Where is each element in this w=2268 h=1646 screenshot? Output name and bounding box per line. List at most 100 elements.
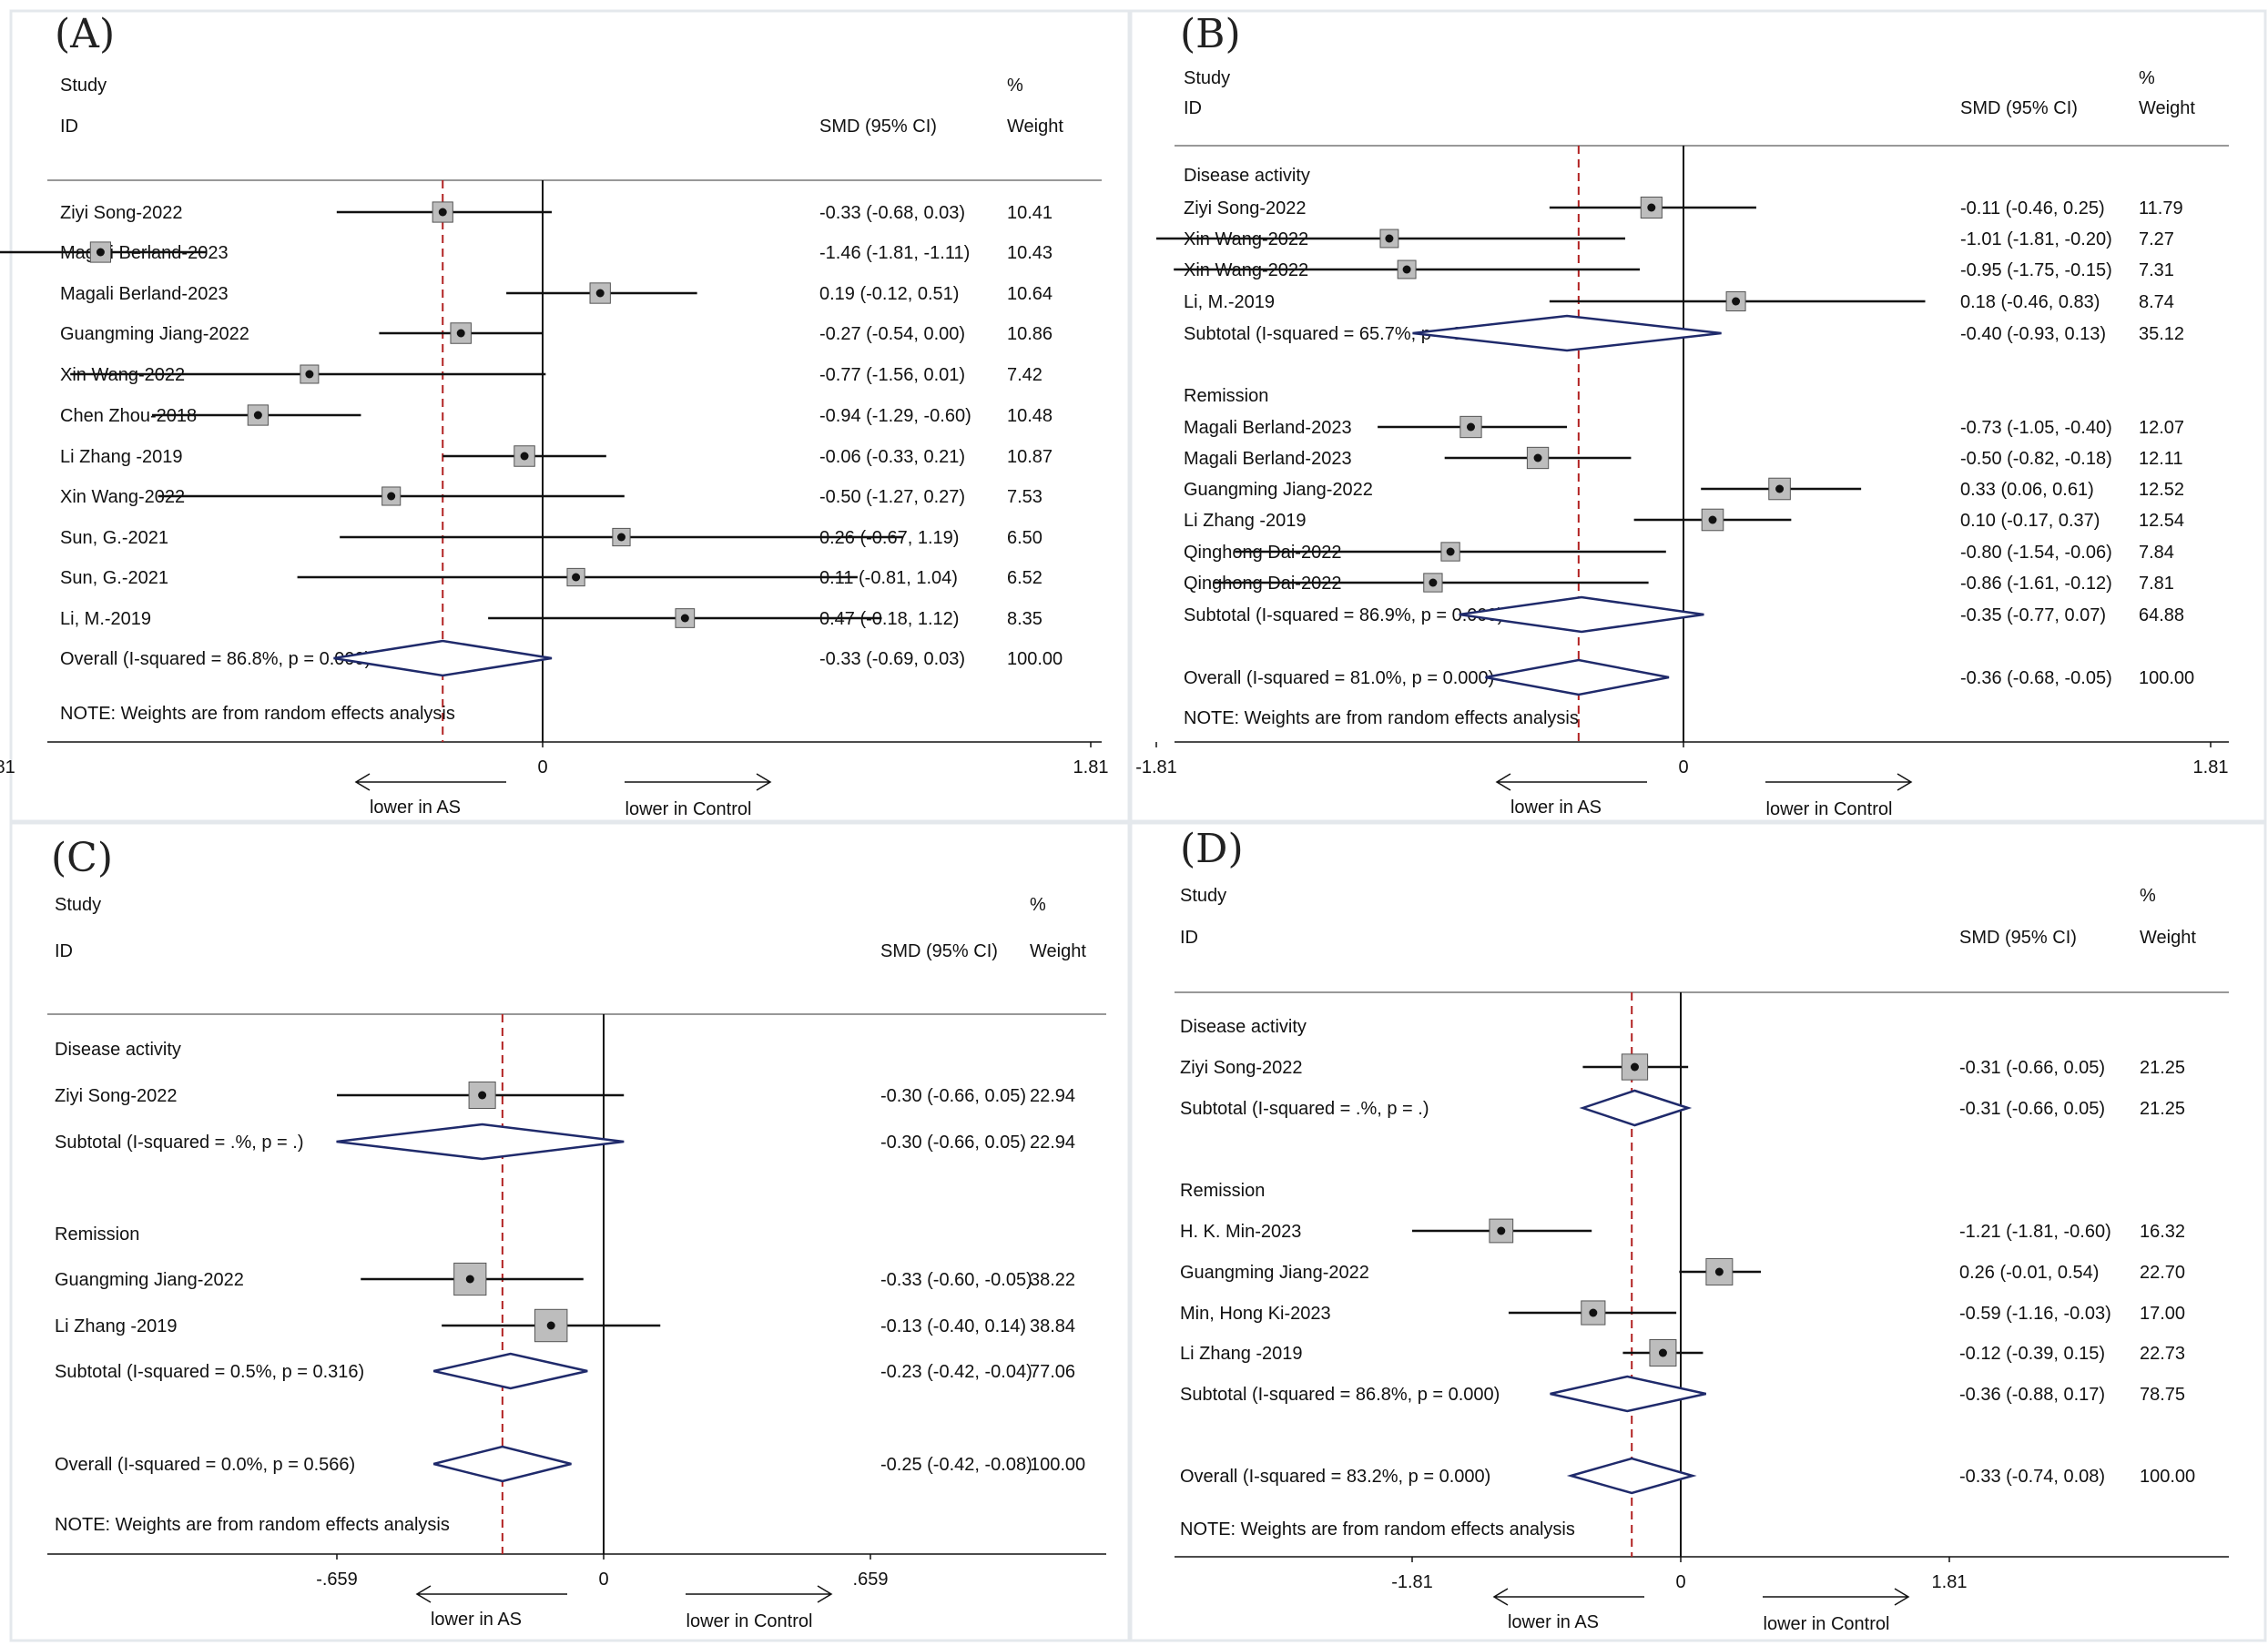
study-label: Li, M.-2019	[1184, 292, 1275, 312]
subtotal-diamond	[1412, 314, 1722, 352]
right-arrow	[1763, 1588, 1910, 1606]
left-arrow	[1495, 773, 1647, 791]
study-label: Chen Zhou-2018	[60, 406, 197, 426]
smd-ci-value: -1.21 (-1.81, -0.60)	[1959, 1222, 2111, 1242]
overall-diamond	[1566, 1457, 1697, 1495]
panel-label: (C)	[51, 835, 113, 881]
smd-ci-value: -0.50 (-0.82, -0.18)	[1960, 449, 2112, 469]
weight-value: 7.53	[1007, 487, 1042, 507]
right-direction-label: lower in Control	[1764, 1614, 1890, 1634]
smd-ci-value: -0.31 (-0.66, 0.05)	[1959, 1099, 2105, 1119]
point-estimate	[438, 208, 447, 217]
point-estimate	[616, 533, 625, 542]
subtotal-diamond	[1550, 1375, 1706, 1413]
smd-ci-value: 0.33 (0.06, 0.61)	[1960, 480, 2094, 500]
study-label: H. K. Min-2023	[1180, 1222, 1301, 1242]
header-id: ID	[1180, 928, 1198, 948]
overall-label: Overall (I-squared = 86.8%, p = 0.000)	[60, 649, 371, 669]
header-weight: Weight	[2140, 928, 2196, 948]
weight-value: 12.54	[2139, 511, 2184, 531]
point-estimate	[680, 614, 689, 623]
group-label: Remission	[1180, 1181, 1265, 1201]
weight-value: 10.86	[1007, 324, 1053, 344]
point-estimate	[546, 1321, 555, 1330]
weight-value: 100.00	[1007, 649, 1063, 669]
subtotal-label: Subtotal (I-squared = 86.9%, p = 0.000)	[1184, 605, 1503, 625]
left-direction-label: lower in AS	[1508, 1612, 1599, 1632]
study-label: Li Zhang -2019	[60, 447, 183, 467]
smd-ci-value: 0.26 (-0.01, 0.54)	[1959, 1263, 2099, 1283]
study-label: Ziyi Song-2022	[1184, 198, 1307, 218]
header-percent: %	[1007, 76, 1023, 96]
group-label: Disease activity	[1184, 166, 1310, 186]
weight-value: 16.32	[2140, 1222, 2185, 1242]
left-arrow	[415, 1585, 567, 1603]
point-estimate	[1658, 1348, 1667, 1357]
header-study: Study	[55, 895, 101, 915]
point-estimate	[520, 452, 529, 461]
left-arrow	[354, 773, 506, 791]
weight-value: 38.22	[1030, 1270, 1075, 1290]
panel-d: (D) Study ID% SMD (95% CI) Weight -1.81 0 1.81 l…	[1129, 821, 2267, 1642]
subtotal-label: Subtotal (I-squared = 65.7%, p = 0.033)	[1184, 324, 1503, 344]
smd-ci-value: -0.13 (-0.40, 0.14)	[880, 1316, 1026, 1336]
study-label: Magali Berland-2023	[1184, 449, 1352, 469]
smd-ci-value: -1.46 (-1.81, -1.11)	[819, 243, 970, 263]
point-estimate	[1446, 547, 1455, 556]
study-label: Ziyi Song-2022	[55, 1086, 178, 1106]
smd-ci-value: 0.19 (-0.12, 0.51)	[819, 284, 959, 304]
weight-value: 7.27	[2139, 229, 2174, 249]
point-estimate	[1589, 1308, 1598, 1317]
point-estimate	[1714, 1267, 1724, 1276]
panel-c: (C) Study ID% SMD (95% CI) Weight -.659 0 .659 l…	[9, 821, 1131, 1642]
smd-ci-value: -0.30 (-0.66, 0.05)	[880, 1086, 1026, 1106]
study-label: Sun, G.-2021	[60, 568, 168, 588]
point-estimate	[1630, 1062, 1639, 1072]
smd-ci-value: -0.50 (-1.27, 0.27)	[819, 487, 965, 507]
x-tick-label: -1.81	[1135, 757, 1177, 777]
study-label: Guangming Jiang-2022	[60, 324, 249, 344]
right-direction-label: lower in Control	[687, 1611, 813, 1631]
smd-ci-value: -0.23 (-0.42, -0.04)	[880, 1362, 1032, 1382]
study-label: Li Zhang -2019	[1180, 1344, 1303, 1364]
weights-note: NOTE: Weights are from random effects an…	[1180, 1519, 1575, 1539]
overall-label: Overall (I-squared = 81.0%, p = 0.000)	[1184, 668, 1494, 688]
point-estimate	[1775, 484, 1785, 493]
panel-label: (A)	[55, 11, 115, 57]
point-estimate	[456, 329, 465, 338]
study-label: Guangming Jiang-2022	[55, 1270, 244, 1290]
smd-ci-value: -0.33 (-0.69, 0.03)	[819, 649, 965, 669]
smd-ci-value: -0.80 (-1.54, -0.06)	[1960, 543, 2112, 563]
smd-ci-value: -0.35 (-0.77, 0.07)	[1960, 605, 2106, 625]
weight-value: 22.94	[1030, 1133, 1075, 1153]
weight-value: 100.00	[2140, 1467, 2195, 1487]
panel-label: (D)	[1180, 826, 1244, 872]
header-smd: SMD (95% CI)	[1960, 98, 2078, 118]
x-tick-label: -.659	[316, 1570, 358, 1590]
point-estimate	[1385, 234, 1394, 243]
smd-ci-value: -0.59 (-1.16, -0.03)	[1959, 1304, 2111, 1324]
x-tick-label: -1.81	[1391, 1572, 1433, 1592]
weight-value: 38.84	[1030, 1316, 1075, 1336]
weight-value: 10.64	[1007, 284, 1053, 304]
smd-ci-value: -0.94 (-1.29, -0.60)	[819, 406, 971, 426]
smd-ci-value: -0.25 (-0.42, -0.08)	[880, 1455, 1032, 1475]
panel-label: (B)	[1180, 11, 1241, 57]
right-direction-label: lower in Control	[625, 799, 752, 819]
study-label: Sun, G.-2021	[60, 528, 168, 548]
group-label: Remission	[1184, 386, 1268, 406]
weights-note: NOTE: Weights are from random effects an…	[1184, 708, 1579, 728]
overall-diamond	[333, 639, 553, 677]
point-estimate	[1429, 578, 1438, 587]
point-estimate	[1647, 203, 1656, 212]
group-label: Remission	[55, 1224, 139, 1245]
point-estimate	[96, 248, 105, 257]
right-arrow	[1765, 773, 1913, 791]
weight-value: 78.75	[2140, 1385, 2185, 1405]
smd-ci-value: -0.31 (-0.66, 0.05)	[1959, 1058, 2105, 1078]
study-label: Magali Berland-2023	[60, 284, 229, 304]
weight-value: 6.52	[1007, 568, 1042, 588]
weight-value: 12.07	[2139, 418, 2184, 438]
point-estimate	[478, 1091, 487, 1100]
point-estimate	[1533, 453, 1542, 462]
